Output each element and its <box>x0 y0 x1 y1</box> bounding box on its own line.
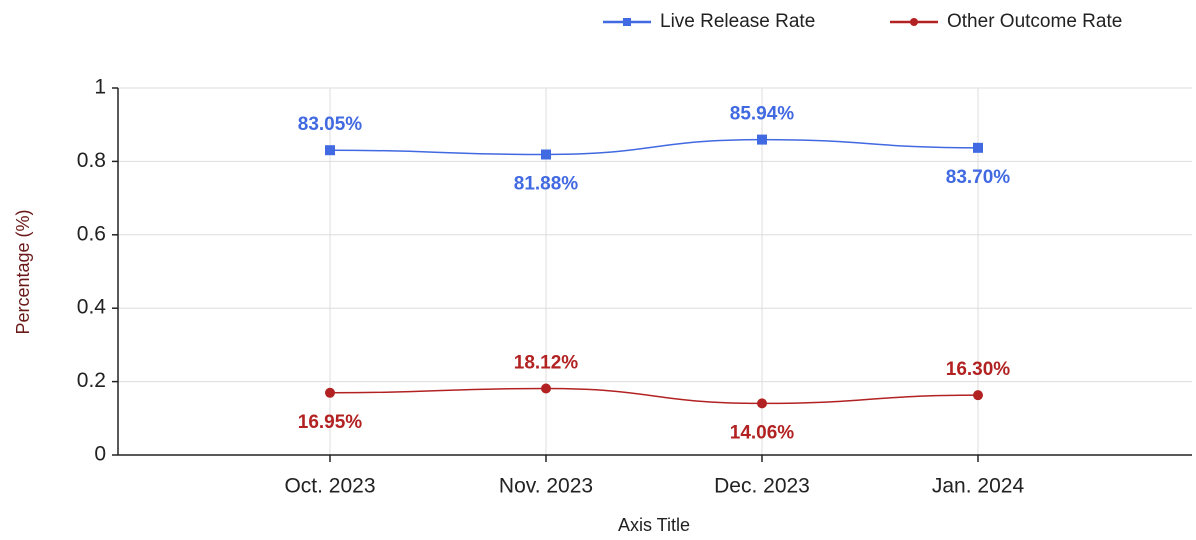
data-label: 16.95% <box>298 412 363 433</box>
series-line <box>329 138 979 156</box>
data-label: 16.30% <box>946 359 1011 380</box>
y-axis-title: Percentage (%) <box>13 209 33 334</box>
y-tick-label: 1 <box>94 76 106 99</box>
data-label: 83.05% <box>298 114 363 135</box>
marker <box>757 398 767 409</box>
legend-marker <box>623 18 631 26</box>
marker <box>973 390 983 401</box>
legend-label: Other Outcome Rate <box>947 11 1122 32</box>
x-tick-label: Oct. 2023 <box>284 475 375 498</box>
marker <box>325 387 335 398</box>
x-tick-label: Jan. 2024 <box>932 475 1025 498</box>
legend-label: Live Release Rate <box>660 11 815 32</box>
marker <box>541 149 551 160</box>
data-label: 18.12% <box>514 353 579 374</box>
data-label: 83.70% <box>946 167 1011 188</box>
marker <box>541 383 551 394</box>
data-label: 14.06% <box>730 422 795 443</box>
data-label: 85.94% <box>730 104 795 125</box>
x-axis-title: Axis Title <box>618 515 690 535</box>
y-tick-label: 0.4 <box>77 296 107 319</box>
y-tick-label: 0.6 <box>77 222 106 245</box>
marker <box>973 142 983 153</box>
legend-marker <box>910 18 918 26</box>
data-label: 81.88% <box>514 174 579 195</box>
y-tick-label: 0.8 <box>77 149 106 172</box>
x-tick-label: Dec. 2023 <box>714 475 810 498</box>
y-tick-label: 0.2 <box>77 369 106 392</box>
marker <box>325 145 335 156</box>
marker <box>757 134 767 145</box>
series-line <box>329 387 979 405</box>
y-tick-label: 0 <box>94 443 106 466</box>
x-tick-label: Nov. 2023 <box>499 475 593 498</box>
